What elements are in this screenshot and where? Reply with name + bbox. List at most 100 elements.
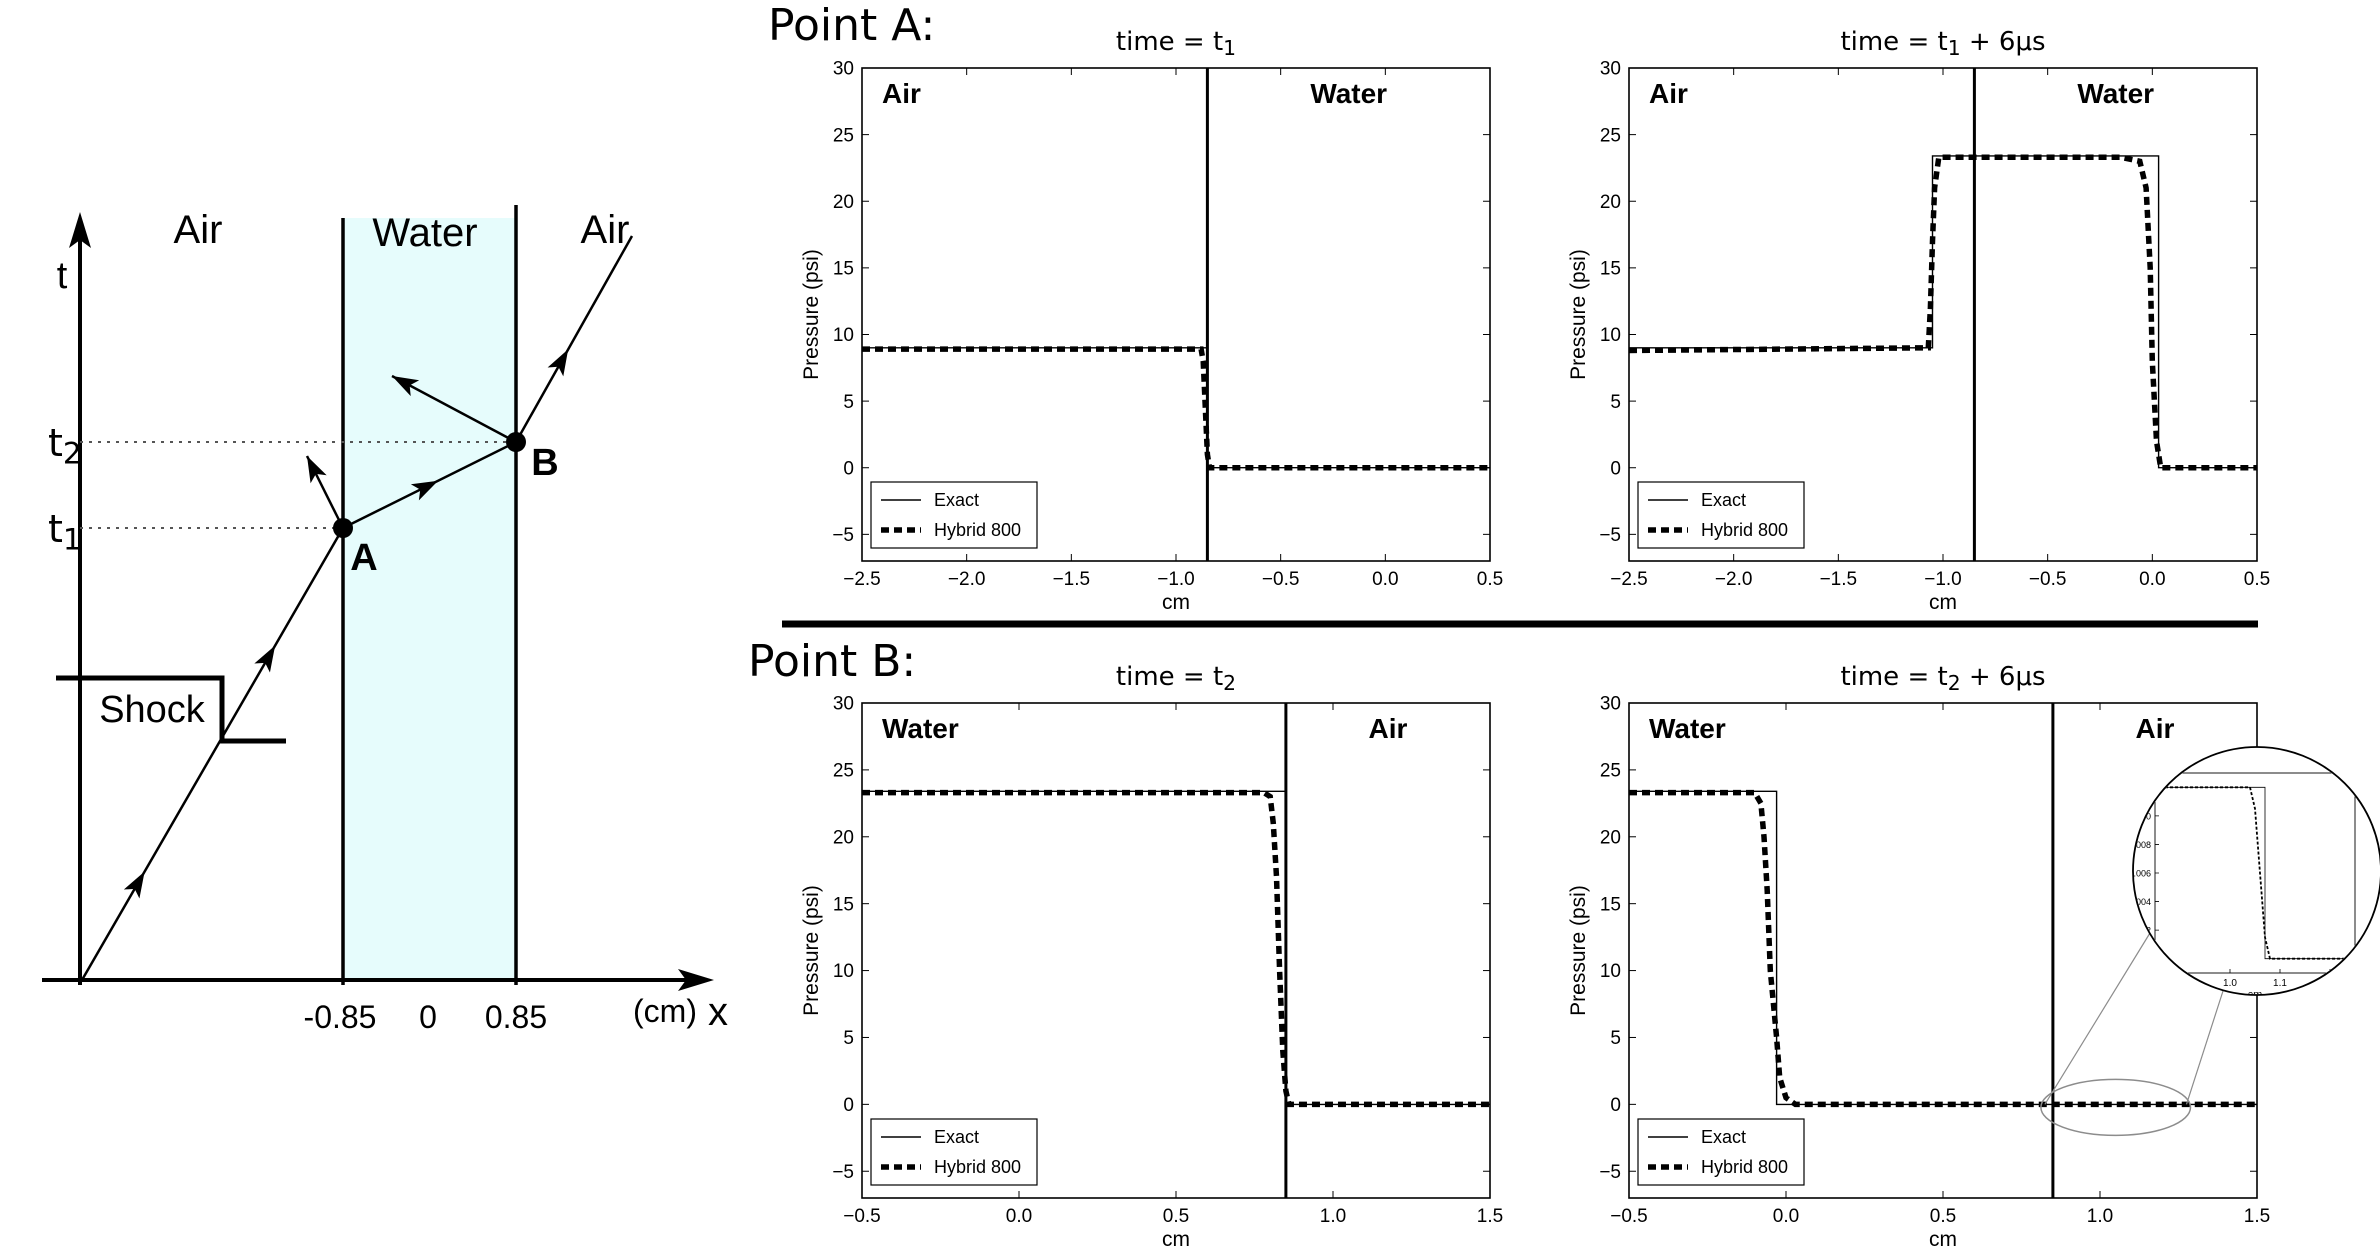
- plot-region-label: Air: [2135, 713, 2174, 744]
- diagram-region-label: Water: [372, 211, 477, 255]
- y-tick-label: 10: [1600, 325, 1621, 346]
- time-mark-label: t1: [48, 507, 82, 557]
- x-tick-label: 1.2: [2323, 978, 2337, 989]
- plot-title: time = t1: [1116, 27, 1236, 60]
- y-tick-label: 0: [843, 458, 854, 479]
- series-group: [1629, 789, 2257, 1108]
- y-tick-label: 20: [1600, 192, 1621, 213]
- plot-region-label: Water: [1649, 713, 1726, 744]
- plot-frame: [861, 702, 1491, 1199]
- x-tick-label: 1.0: [2223, 978, 2237, 989]
- x-tick-label: 1.0: [2087, 1206, 2113, 1227]
- x-tick-label: 1.0: [1320, 1206, 1346, 1227]
- legend-label: Hybrid 800: [1701, 520, 1788, 540]
- y-tick-label: 30: [1600, 59, 1621, 80]
- point-a-heading: Point A:: [768, 0, 936, 51]
- y-tick-label: 25: [833, 125, 854, 146]
- point-b-heading: Point B:: [748, 636, 917, 687]
- shock-path-arrowhead: [410, 480, 439, 501]
- xt-diagram: t x (cm) -0.85 0 0.85 Air Water Air t2 t1 A B Shock: [42, 205, 728, 1035]
- x-tick-label: −2.5: [1610, 569, 1648, 590]
- shock-path-arrowhead: [254, 645, 276, 673]
- plot-area: [862, 68, 1490, 561]
- y-tick-label: 0: [843, 1095, 854, 1116]
- x-tick-label: 1.1: [2273, 978, 2287, 989]
- legend-label: Hybrid 800: [934, 520, 1021, 540]
- legend: Exact Hybrid 800: [870, 1118, 1038, 1186]
- x-unit-label: (cm): [633, 993, 697, 1029]
- shock-path-arrowhead: [123, 871, 145, 899]
- y-tick-label: 10: [833, 325, 854, 346]
- x-tick-label: 0.0: [1372, 569, 1398, 590]
- series-line: [1629, 154, 2257, 471]
- plot-region-label: Air: [882, 78, 921, 109]
- y-tick-label: 10: [833, 961, 854, 982]
- plot-frame: [861, 67, 1491, 562]
- plot-region-label: Air: [1649, 78, 1688, 109]
- x-axis-label: cm: [1929, 591, 1957, 614]
- plot-area: [2155, 773, 2355, 973]
- x-tick-label: 0.5: [1163, 1206, 1189, 1227]
- point-b-label: B: [531, 442, 558, 484]
- y-tick-label: 15: [1600, 894, 1621, 915]
- x-tick-label: −0.5: [2029, 569, 2067, 590]
- x-axis-label: x: [708, 990, 728, 1034]
- y-tick-label: 0.008: [2128, 840, 2151, 850]
- series-line: [1629, 789, 2257, 1108]
- diagram-region-label: Air: [581, 208, 630, 252]
- y-tick-label: 30: [1600, 694, 1621, 715]
- y-tick-label: 20: [833, 827, 854, 848]
- x-tick-label: −1.0: [1157, 569, 1195, 590]
- plot-title: time = t2: [1116, 662, 1236, 695]
- legend-label: Exact: [934, 1127, 979, 1147]
- y-tick-label: 25: [1600, 761, 1621, 782]
- y-tick-label: 25: [833, 761, 854, 782]
- legend-label: Exact: [1701, 1127, 1746, 1147]
- legend-box: [870, 1118, 1038, 1186]
- chart-a2: −2.5 −2.0 −1.5 −1.0 −0.5 0.0 0.5 −5 0 5 10 15 20 25 30…: [1567, 27, 2270, 614]
- y-tick-label: 10: [1600, 961, 1621, 982]
- plot-region-label: Water: [1310, 78, 1387, 109]
- x-tick-label: −2.5: [843, 569, 881, 590]
- x-tick-label: 0.5: [2244, 569, 2270, 590]
- reflected-wave-b-arrowhead: [392, 376, 420, 397]
- series-line: [2155, 786, 2355, 960]
- plot-frame: [2154, 772, 2356, 974]
- y-tick-label: 20: [833, 192, 854, 213]
- plot-title: time = t1 + 6μs: [1840, 27, 2045, 60]
- y-tick-label: 0: [1610, 458, 1621, 479]
- series-group: [862, 346, 1490, 471]
- shock-label: Shock: [99, 689, 206, 731]
- legend-label: Hybrid 800: [1701, 1157, 1788, 1177]
- series-group: [862, 789, 1490, 1108]
- x-tick-label: 0.0: [2139, 569, 2165, 590]
- reflected-wave-a-arrowhead: [307, 456, 327, 484]
- y-tick-label: 15: [833, 259, 854, 280]
- x-tick-label: 0.0: [1006, 1206, 1032, 1227]
- y-tick-label: −5: [1599, 1162, 1621, 1183]
- series-line: [862, 346, 1490, 471]
- y-tick-label: 30: [833, 694, 854, 715]
- t-axis-arrowhead: [69, 212, 91, 248]
- x-tick-label: 0.5: [1477, 569, 1503, 590]
- y-tick-label: 30: [833, 59, 854, 80]
- transmitted-shock-arrowhead: [547, 349, 569, 377]
- y-tick-label: 5: [1610, 1028, 1621, 1049]
- x-axis-label: cm: [1162, 1228, 1190, 1250]
- plot-region-label: Water: [882, 713, 959, 744]
- x-tick-label: −2.0: [1715, 569, 1753, 590]
- legend-label: Hybrid 800: [934, 1157, 1021, 1177]
- chart-inset: 0.91.01.11.20.0000.0020.0040.0060.0080.0…: [2128, 772, 2356, 994]
- water-region: [343, 218, 516, 978]
- plot-area: [862, 703, 1490, 1198]
- transmitted-shock-path: [514, 235, 634, 443]
- x-tick-label: 0.85: [485, 999, 547, 1035]
- y-axis-label: Pressure (psi): [800, 249, 823, 380]
- legend: Exact Hybrid 800: [1637, 481, 1805, 549]
- x-tick-label: −1.0: [1924, 569, 1962, 590]
- y-tick-label: 5: [843, 392, 854, 413]
- series-group: [1629, 154, 2257, 471]
- x-tick-label: 0.5: [1930, 1206, 1956, 1227]
- reflected-wave-b: [391, 374, 517, 444]
